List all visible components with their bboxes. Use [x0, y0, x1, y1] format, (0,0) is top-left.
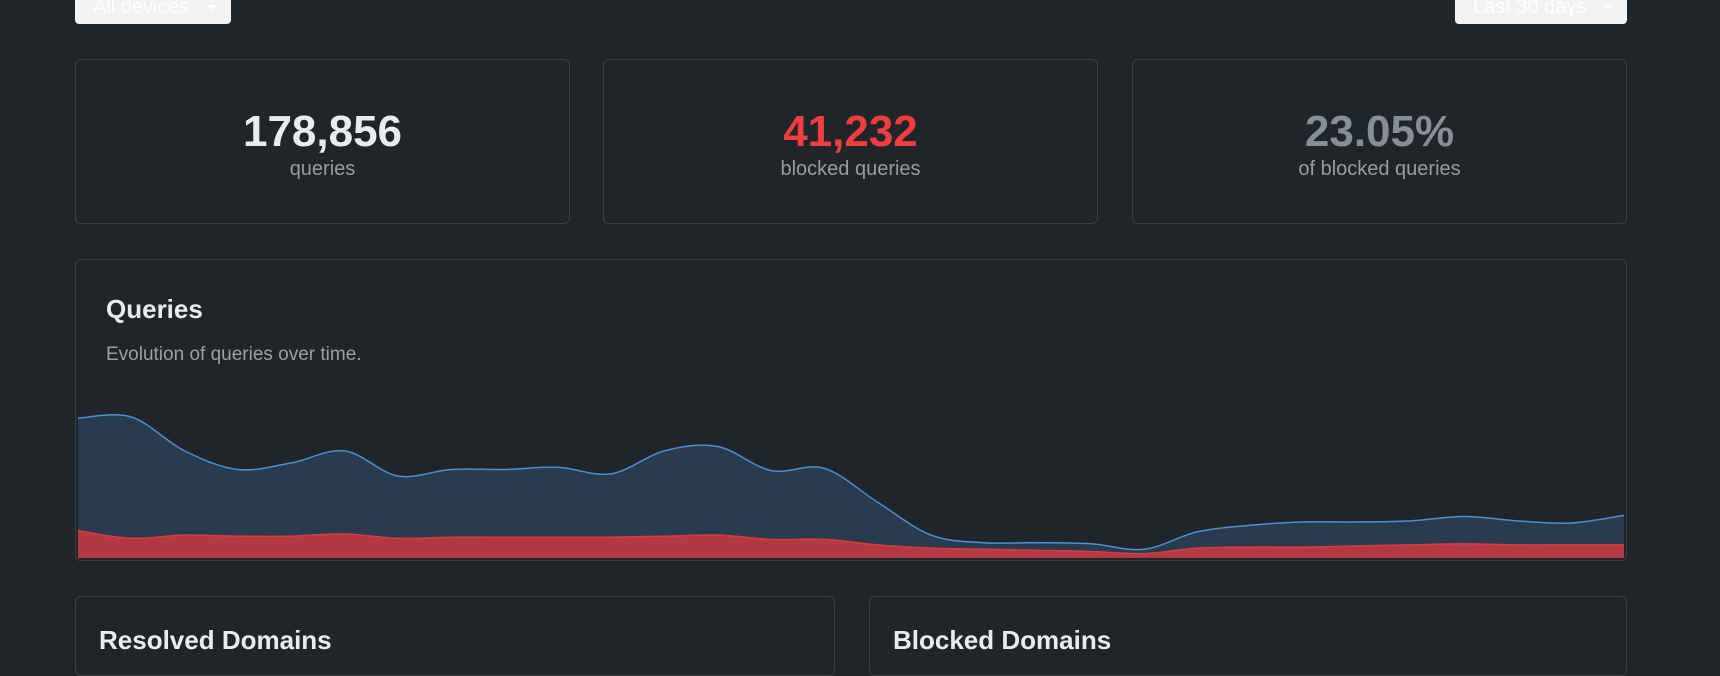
chart-subtitle: Evolution of queries over time. [106, 344, 362, 365]
panel: Blocked Domains [869, 596, 1627, 676]
panel-title: Resolved Domains [99, 625, 332, 655]
stat-card: 41,232 blocked queries [603, 59, 1098, 224]
chart-title: Queries [106, 294, 203, 324]
period-filter[interactable]: Last 30 days [1455, 0, 1627, 24]
device-filter[interactable]: All devices [75, 0, 231, 24]
page: All devices Last 30 days 178,856 queries… [75, 0, 1627, 676]
chart-card: Queries Evolution of queries over time. [75, 259, 1627, 561]
stat-value: 178,856 [242, 107, 403, 156]
stat-label: queries [289, 158, 356, 180]
area-fill [78, 414, 1624, 558]
area-line [78, 529, 1624, 555]
chart [78, 414, 1624, 558]
stat-label: blocked queries [780, 158, 921, 180]
area-line [78, 414, 1624, 551]
stat-label: of blocked queries [1298, 158, 1461, 180]
stat-value: 23.05% [1304, 107, 1455, 156]
stat-card: 23.05% of blocked queries [1132, 59, 1627, 224]
stat-card: 178,856 queries [75, 59, 570, 224]
panel-title: Blocked Domains [893, 625, 1112, 655]
stat-value: 41,232 [783, 107, 918, 156]
panel: Resolved Domains [75, 596, 835, 676]
